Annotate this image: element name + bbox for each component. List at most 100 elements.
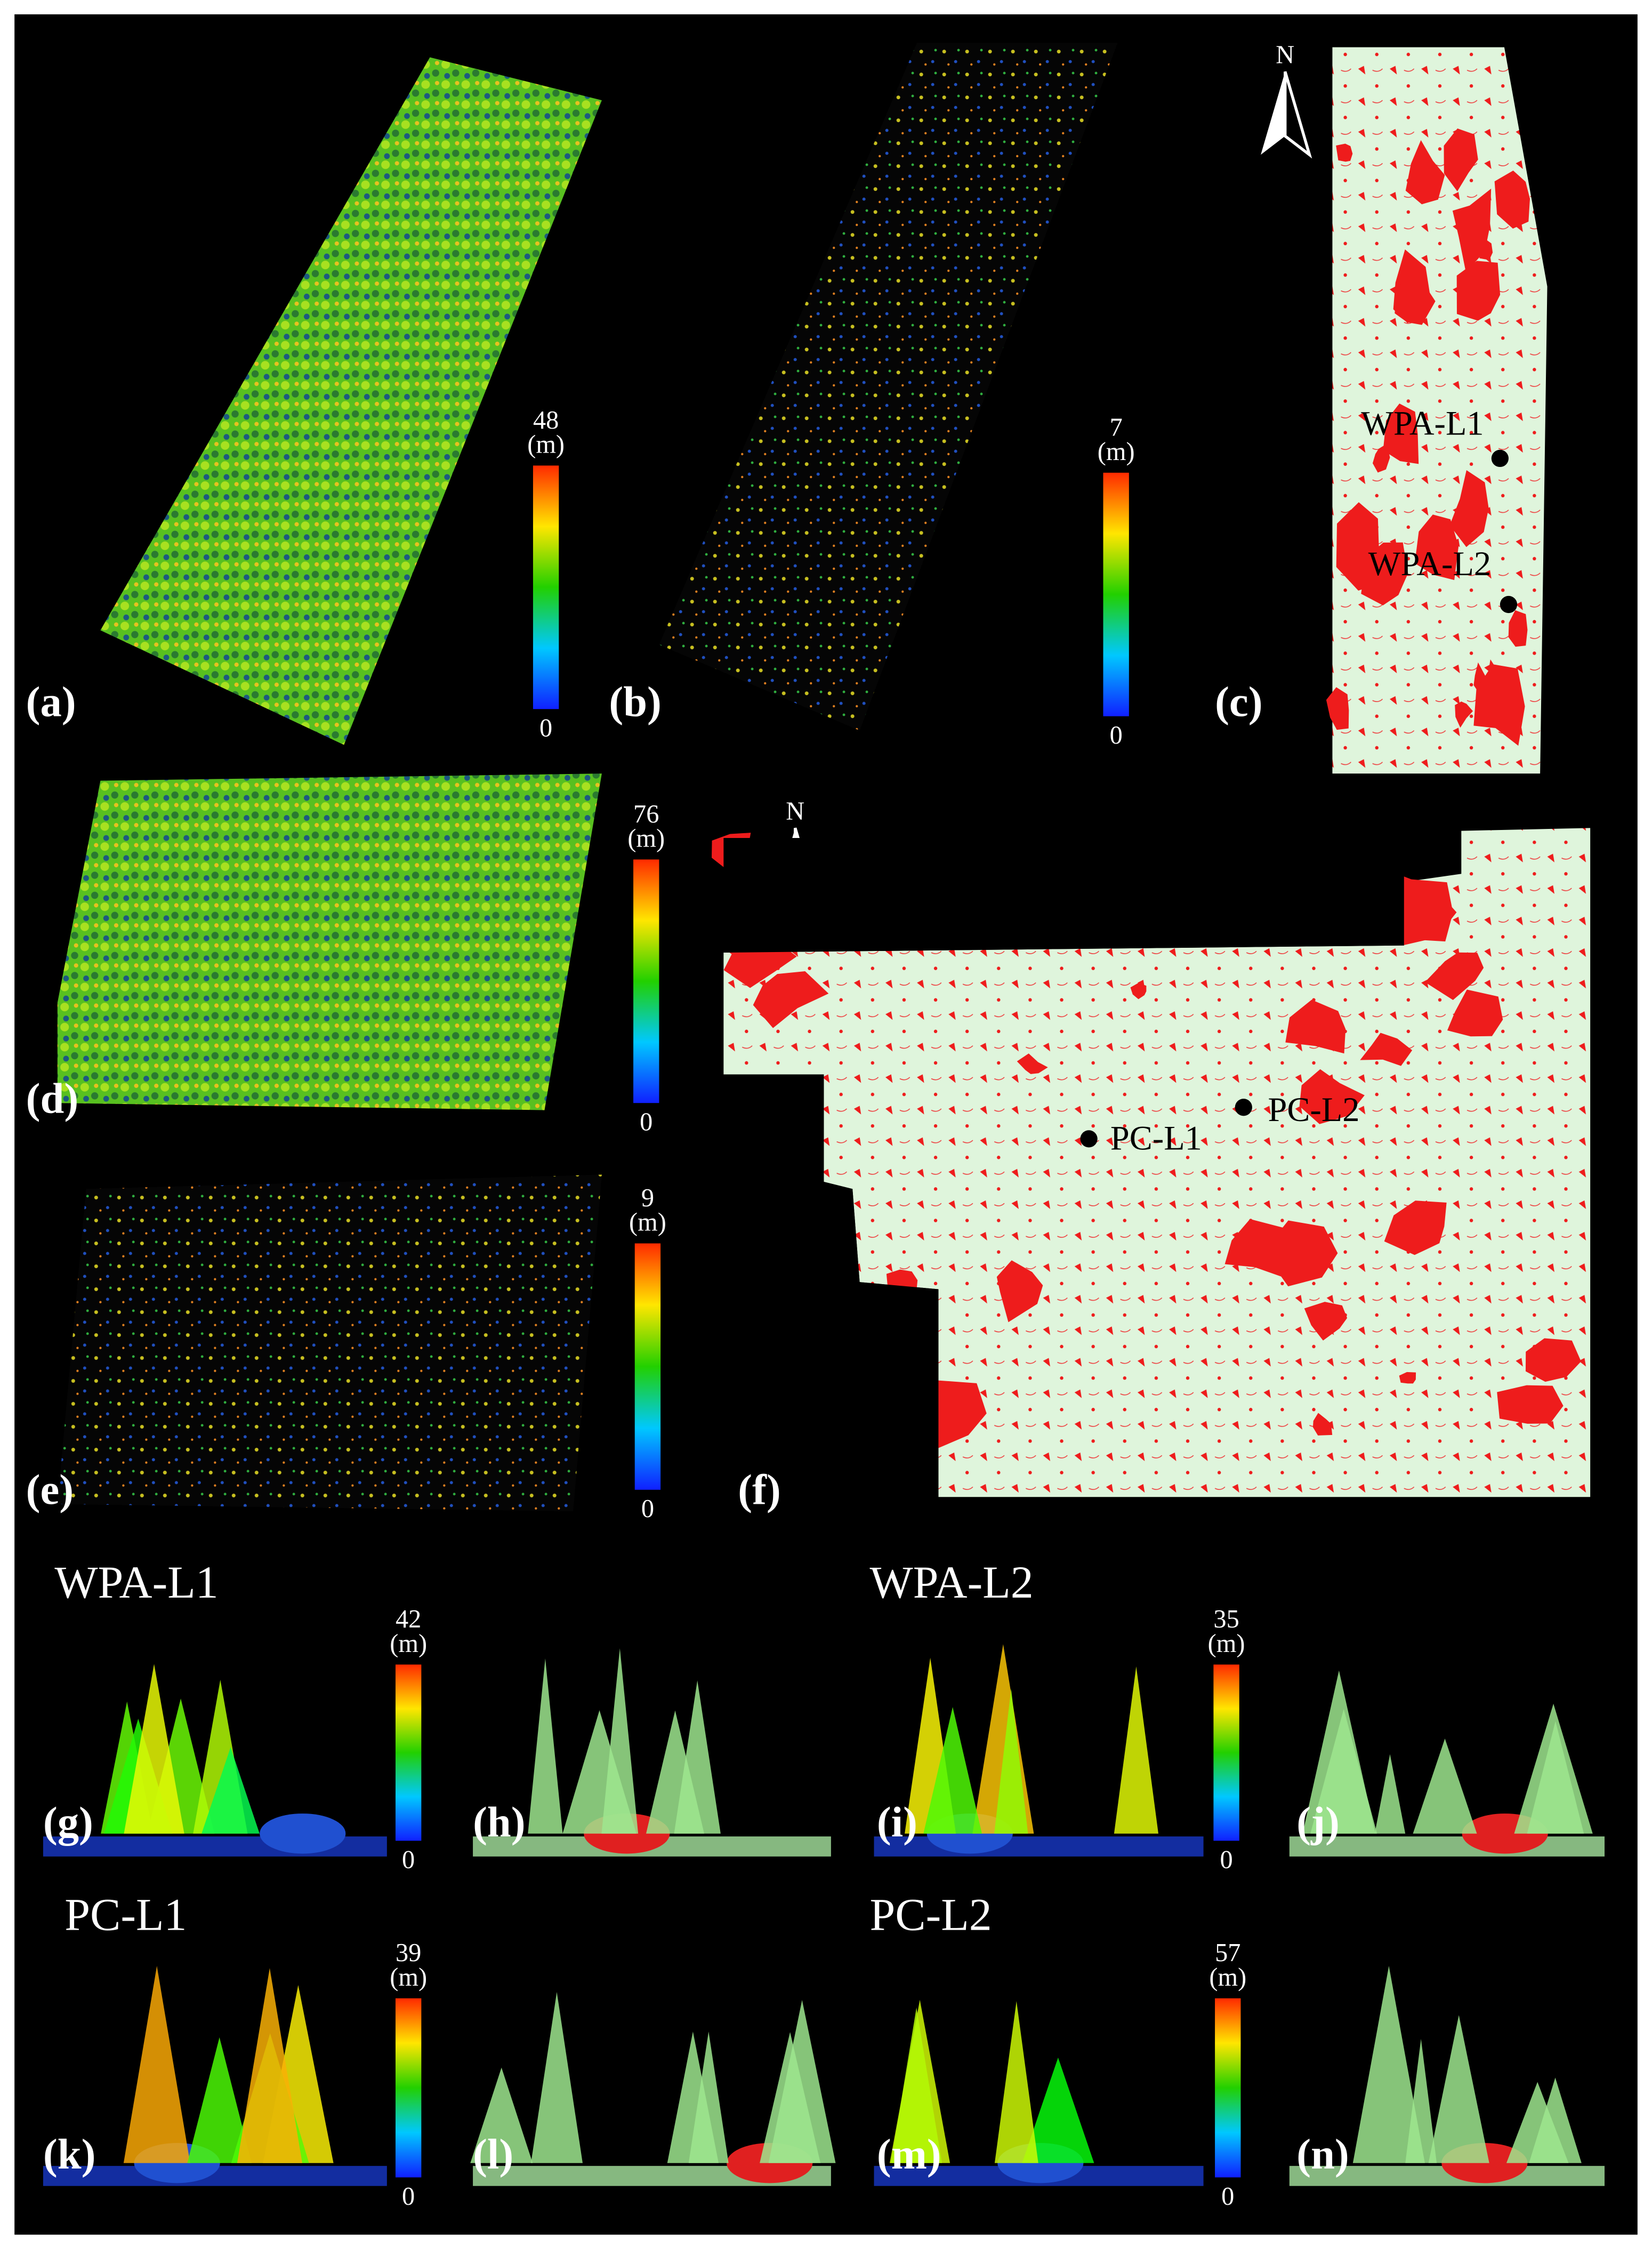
colorbar	[634, 1243, 661, 1490]
section-title: PC-L1	[65, 1889, 187, 1940]
section-title: WPA-L2	[869, 1557, 1033, 1608]
panel-label: (c)	[1215, 678, 1262, 726]
red-patch	[1304, 1302, 1348, 1341]
tree	[923, 1707, 982, 1834]
colorbar-max: 35	[1213, 1605, 1239, 1633]
colorbar-unit: (m)	[627, 825, 665, 853]
section-title: WPA-L1	[54, 1557, 218, 1608]
tree	[1022, 2057, 1094, 2163]
colorbar	[1213, 1664, 1239, 1841]
tree	[1114, 1666, 1158, 1834]
site-dot	[1500, 595, 1518, 614]
panel-label: (k)	[43, 2131, 96, 2178]
tree	[124, 1664, 184, 1834]
tree	[667, 2032, 719, 2163]
panel-label: (a)	[26, 678, 76, 726]
red-patch	[1399, 1372, 1416, 1384]
site-dot	[1491, 449, 1509, 467]
site-label: WPA-L1	[1361, 405, 1484, 442]
colorbar-max: 76	[633, 800, 659, 828]
tree	[891, 2007, 942, 2163]
panel-label: (i)	[877, 1799, 917, 1846]
red-patch	[1414, 514, 1459, 581]
colorbar	[633, 859, 659, 1103]
tree	[187, 2037, 252, 2163]
point-cloud-a	[100, 57, 602, 745]
background	[723, 838, 1404, 953]
red-patch	[1395, 275, 1436, 325]
tree	[123, 1966, 190, 2163]
red-patch	[1447, 989, 1503, 1037]
red-patch	[1299, 1069, 1365, 1124]
colorbar-min: 0	[402, 1846, 415, 1874]
tree-profiles	[43, 1644, 1605, 2186]
colorbar-unit: (m)	[390, 1630, 427, 1658]
section-title: PC-L2	[869, 1889, 992, 1940]
red-patch	[1336, 143, 1353, 162]
colorbar-unit: (m)	[629, 1208, 666, 1237]
tree	[470, 2067, 533, 2163]
colorbar	[1103, 472, 1129, 716]
red-patch	[1479, 238, 1493, 260]
red-patch	[1361, 542, 1408, 606]
tree	[994, 1688, 1028, 1834]
colorbar-min: 0	[641, 1495, 654, 1523]
ground	[1289, 1836, 1605, 1857]
red-patch	[1386, 425, 1411, 455]
tree	[237, 1968, 302, 2163]
red-patch	[1452, 188, 1492, 272]
colorbar-unit: (m)	[1098, 438, 1135, 466]
point-cloud-b	[659, 43, 1118, 731]
red-patch	[1312, 1413, 1333, 1436]
tree	[1352, 1966, 1425, 2163]
red-patch	[1425, 952, 1484, 1000]
red-patch	[1473, 664, 1525, 746]
ground	[874, 1836, 1204, 1857]
site-label: WPA-L2	[1368, 545, 1491, 583]
panel-label: (j)	[1296, 1799, 1340, 1846]
tree	[994, 2001, 1038, 2163]
red-patch	[1270, 1220, 1338, 1287]
red-patch	[1017, 1053, 1048, 1074]
red-patch	[1456, 261, 1501, 321]
red-patch	[1130, 982, 1147, 999]
background	[716, 1074, 939, 1504]
north-label: N	[786, 797, 804, 825]
tree	[1428, 2015, 1489, 2163]
panel-label: (l)	[473, 2131, 513, 2178]
site-dot	[1080, 1130, 1098, 1148]
colorbar-min: 0	[1110, 721, 1123, 749]
colorbar	[533, 465, 559, 710]
red-patch	[1326, 687, 1349, 730]
colorbar-max: 9	[641, 1184, 654, 1212]
colorbar-max: 48	[533, 406, 559, 434]
colorbar-unit: (m)	[390, 1963, 427, 1992]
tree	[531, 1992, 583, 2163]
point-cloud-d	[57, 773, 602, 1110]
colorbar-unit: (m)	[527, 431, 565, 459]
red-patch	[996, 1260, 1043, 1323]
tree	[674, 1680, 721, 1834]
tree	[202, 1747, 260, 1834]
tree	[1374, 1754, 1406, 1834]
colorbar-min: 0	[402, 2182, 415, 2211]
site-dot	[1235, 1099, 1252, 1116]
red-patch	[1455, 701, 1473, 728]
red-patch	[1384, 1200, 1447, 1255]
site-label: PC-L1	[1110, 1119, 1202, 1157]
panel-label: (h)	[473, 1799, 526, 1846]
tree	[1527, 1721, 1584, 1834]
site-label: PC-L2	[1268, 1091, 1360, 1128]
tree	[1413, 1738, 1477, 1834]
panel-label: (e)	[26, 1466, 74, 1513]
colorbar-min: 0	[1220, 1846, 1232, 1874]
tree	[760, 2032, 821, 2163]
red-patch	[1224, 1219, 1287, 1279]
colorbar-min: 0	[539, 714, 552, 743]
tree	[601, 1648, 639, 1834]
red-patch	[1449, 470, 1489, 547]
colorbar-unit: (m)	[1209, 1963, 1246, 1992]
red-patch	[1494, 171, 1530, 229]
panel-label: (d)	[26, 1075, 79, 1123]
